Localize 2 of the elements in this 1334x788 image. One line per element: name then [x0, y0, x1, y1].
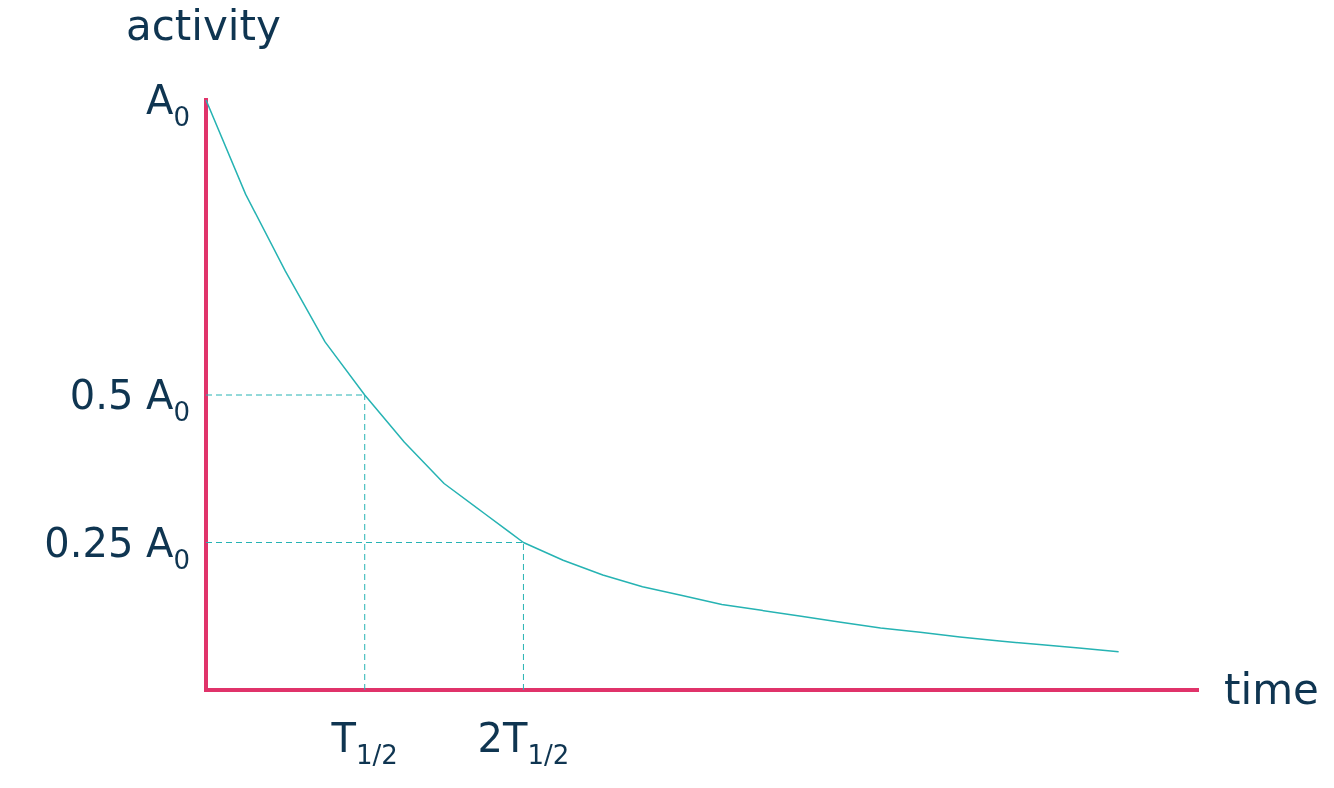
x-axis-title: time	[1224, 665, 1319, 714]
y-axis-title: activity	[126, 1, 281, 50]
